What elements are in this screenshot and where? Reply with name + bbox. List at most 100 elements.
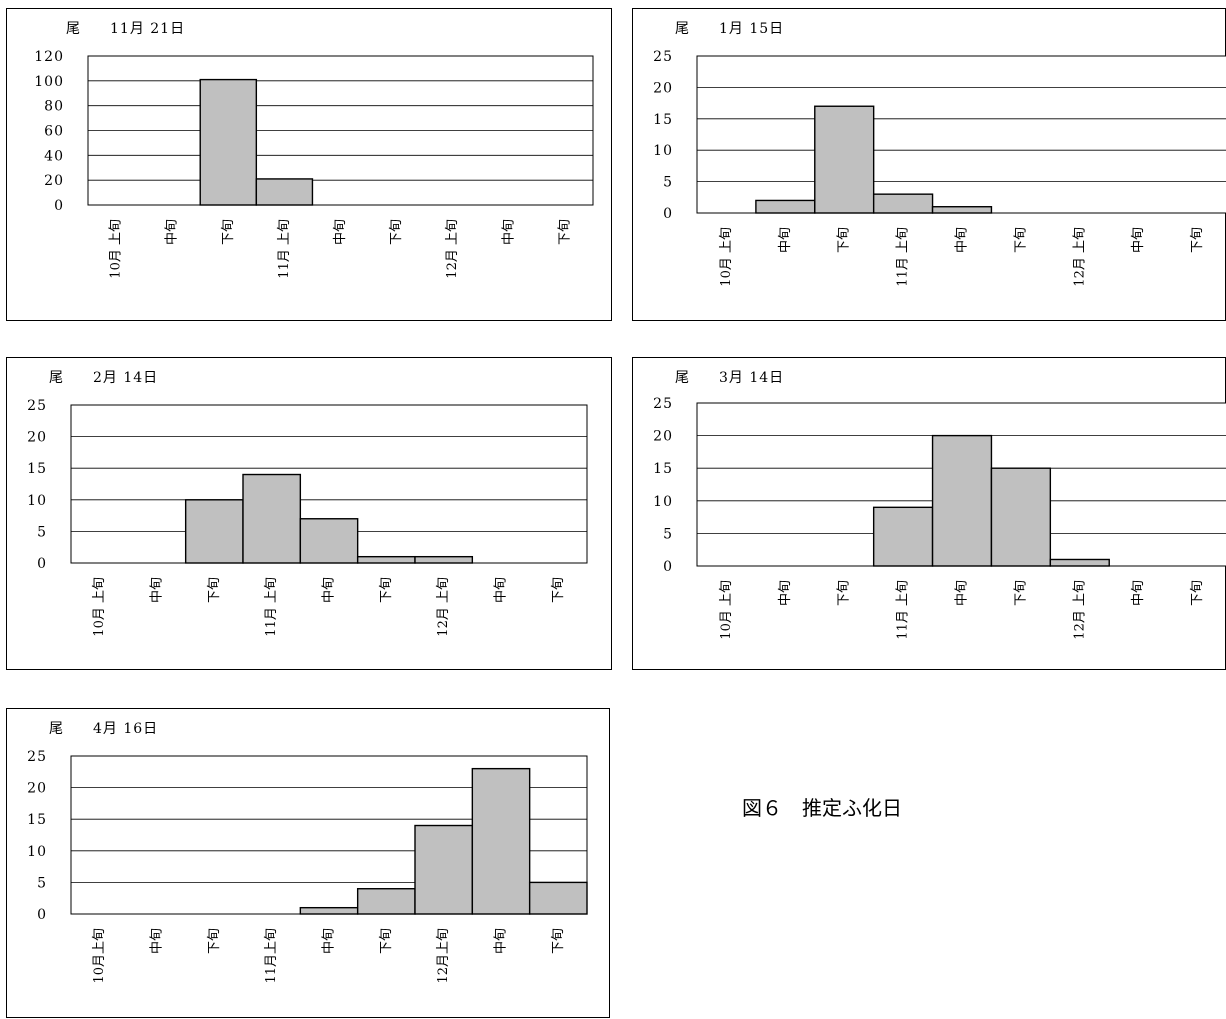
x-tick-label: 中旬 bbox=[150, 577, 165, 603]
x-tick-label: 10月 上旬 bbox=[92, 577, 107, 637]
bar bbox=[755, 199, 816, 214]
x-tick-label: 下旬 bbox=[379, 928, 394, 954]
chart-svg-5: 尾 4月 16日 0 5 10 15 20 25 10月上旬 中旬 下旬 11月上旬 中旬 下旬 12月上旬… bbox=[27, 721, 588, 984]
x-tick-label: 中旬 bbox=[1131, 580, 1146, 606]
chart-title: 1月 15日 bbox=[719, 21, 784, 37]
y-tick-label: 25 bbox=[27, 398, 47, 414]
bar bbox=[528, 881, 588, 915]
x-tick-label: 12月 上旬 bbox=[436, 577, 451, 637]
x-tick-label: 12月 上旬 bbox=[445, 219, 460, 279]
bar bbox=[931, 206, 993, 214]
chart-svg-1: 尾 11月 21日 0 20 40 60 80 100 120 10月 上旬 中旬 下旬 11月 上旬 中… bbox=[34, 21, 594, 279]
y-tick-label: 5 bbox=[663, 526, 673, 542]
x-tick-label: 下旬 bbox=[551, 928, 566, 954]
x-tick-label: 下旬 bbox=[1190, 227, 1205, 253]
bar bbox=[931, 434, 993, 567]
x-tick-label: 下旬 bbox=[1013, 580, 1028, 606]
x-tick-label: 下旬 bbox=[389, 219, 404, 245]
chart-svg-2: 尾 1月 15日 0 5 10 15 20 25 10月 上旬 中旬 下旬 11月 上旬 中旬 下旬 12月… bbox=[653, 21, 1226, 287]
bar bbox=[184, 499, 244, 564]
bar bbox=[242, 473, 302, 564]
chart-title: 11月 21日 bbox=[110, 21, 185, 37]
x-tick-label: 11月上旬 bbox=[264, 928, 279, 984]
y-tick-label: 25 bbox=[653, 396, 673, 412]
y-tick-label: 15 bbox=[653, 112, 673, 128]
y-tick-label: 15 bbox=[27, 812, 47, 828]
x-tick-label: 中旬 bbox=[322, 577, 337, 603]
chart-panel-3: 尾 2月 14日 0 5 10 15 20 25 10月 上旬 中旬 下旬 11月 上旬 中旬 下旬 12月… bbox=[6, 357, 612, 670]
x-tick-label: 12月 上旬 bbox=[1072, 580, 1087, 640]
y-tick-label: 40 bbox=[44, 148, 64, 164]
chart-title: 4月 16日 bbox=[93, 721, 158, 737]
y-tick-label: 20 bbox=[27, 781, 47, 797]
x-tick-label: 下旬 bbox=[551, 577, 566, 603]
x-tick-label: 中旬 bbox=[501, 219, 516, 245]
y-tick-label: 60 bbox=[44, 124, 64, 140]
x-tick-label: 下旬 bbox=[1190, 580, 1205, 606]
y-tick-label: 10 bbox=[27, 493, 47, 509]
y-tick-label: 25 bbox=[653, 49, 673, 65]
y-tick-label: 10 bbox=[653, 494, 673, 510]
x-tick-label: 10月上旬 bbox=[92, 928, 107, 984]
x-tick-label: 11月 上旬 bbox=[277, 219, 292, 279]
bar bbox=[356, 888, 416, 915]
y-tick-label: 20 bbox=[653, 80, 673, 96]
chart-panel-1: 尾 11月 21日 0 20 40 60 80 100 120 10月 上旬 中旬 下旬 11月 上旬 中… bbox=[6, 8, 612, 321]
unit-label: 尾 bbox=[49, 370, 63, 386]
y-tick-label: 0 bbox=[663, 559, 673, 575]
x-tick-label: 中旬 bbox=[778, 580, 793, 606]
y-tick-label: 5 bbox=[37, 524, 47, 540]
x-tick-label: 10月 上旬 bbox=[719, 227, 734, 287]
bar bbox=[356, 555, 416, 564]
y-tick-label: 0 bbox=[54, 198, 64, 214]
unit-label: 尾 bbox=[49, 721, 63, 737]
y-tick-label: 25 bbox=[27, 749, 47, 765]
bar bbox=[299, 906, 359, 915]
x-tick-label: 10月 上旬 bbox=[109, 219, 124, 279]
x-tick-label: 中旬 bbox=[778, 227, 793, 253]
bar bbox=[814, 105, 875, 214]
x-tick-label: 11月 上旬 bbox=[896, 580, 911, 640]
x-tick-label: 下旬 bbox=[1013, 227, 1028, 253]
y-tick-label: 10 bbox=[653, 143, 673, 159]
bar bbox=[872, 506, 934, 567]
bar bbox=[255, 178, 314, 206]
y-tick-label: 10 bbox=[27, 844, 47, 860]
x-tick-label: 下旬 bbox=[379, 577, 394, 603]
bar bbox=[199, 78, 258, 206]
y-tick-label: 20 bbox=[653, 429, 673, 445]
x-tick-label: 12月上旬 bbox=[436, 928, 451, 984]
y-tick-label: 15 bbox=[27, 461, 47, 477]
y-tick-label: 100 bbox=[34, 74, 64, 90]
bar bbox=[1049, 558, 1110, 567]
bar bbox=[299, 518, 359, 564]
bar bbox=[872, 193, 934, 214]
x-tick-label: 下旬 bbox=[207, 577, 222, 603]
chart-panel-2: 尾 1月 15日 0 5 10 15 20 25 10月 上旬 中旬 下旬 11月 上旬 中旬 下旬 12月… bbox=[632, 8, 1226, 321]
x-tick-label: 中旬 bbox=[494, 928, 509, 954]
x-tick-label: 中旬 bbox=[955, 580, 970, 606]
x-tick-label: 中旬 bbox=[165, 219, 180, 245]
y-tick-label: 20 bbox=[27, 430, 47, 446]
x-tick-label: 12月 上旬 bbox=[1072, 227, 1087, 287]
y-tick-label: 120 bbox=[34, 49, 64, 65]
plot-area bbox=[696, 55, 1226, 214]
x-tick-label: 中旬 bbox=[1131, 227, 1146, 253]
chart-panel-4: 尾 3月 14日 0 5 10 15 20 25 10月 上旬 中旬 下旬 11月 上旬 中旬 下旬 12月… bbox=[632, 357, 1226, 670]
bar bbox=[990, 467, 1052, 567]
y-tick-label: 0 bbox=[37, 556, 47, 572]
chart-title: 3月 14日 bbox=[719, 370, 784, 386]
x-tick-label: 下旬 bbox=[207, 928, 222, 954]
y-tick-label: 15 bbox=[653, 461, 673, 477]
y-tick-label: 0 bbox=[37, 907, 47, 923]
unit-label: 尾 bbox=[66, 21, 80, 37]
x-tick-label: 中旬 bbox=[333, 219, 348, 245]
x-tick-label: 中旬 bbox=[322, 928, 337, 954]
bar bbox=[471, 767, 531, 915]
x-tick-label: 下旬 bbox=[837, 227, 852, 253]
y-tick-label: 80 bbox=[44, 99, 64, 115]
x-tick-label: 下旬 bbox=[557, 219, 572, 245]
y-tick-label: 0 bbox=[663, 206, 673, 222]
x-tick-label: 中旬 bbox=[150, 928, 165, 954]
figure-caption: 図６ 推定ふ化日 bbox=[742, 796, 902, 820]
